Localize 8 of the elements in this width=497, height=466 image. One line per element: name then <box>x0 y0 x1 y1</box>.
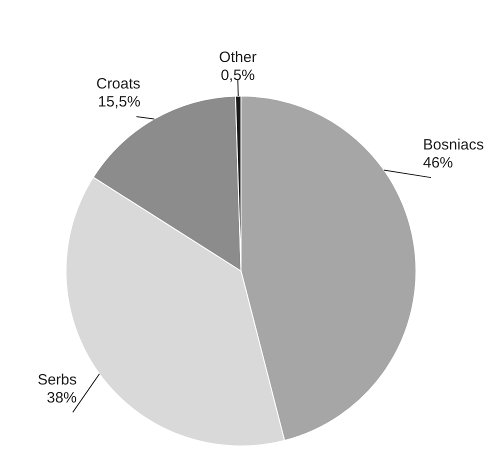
slice-label: Bosniacs <box>423 136 484 154</box>
data-label: 38% <box>46 389 77 406</box>
data-label: 0,5% <box>220 67 255 84</box>
slice-label: Other <box>219 49 257 66</box>
data-label: 46% <box>423 154 454 172</box>
data-label: 15,5% <box>98 94 140 111</box>
slice-label: Croats <box>96 76 140 93</box>
slice-label: Serbs <box>38 371 77 388</box>
